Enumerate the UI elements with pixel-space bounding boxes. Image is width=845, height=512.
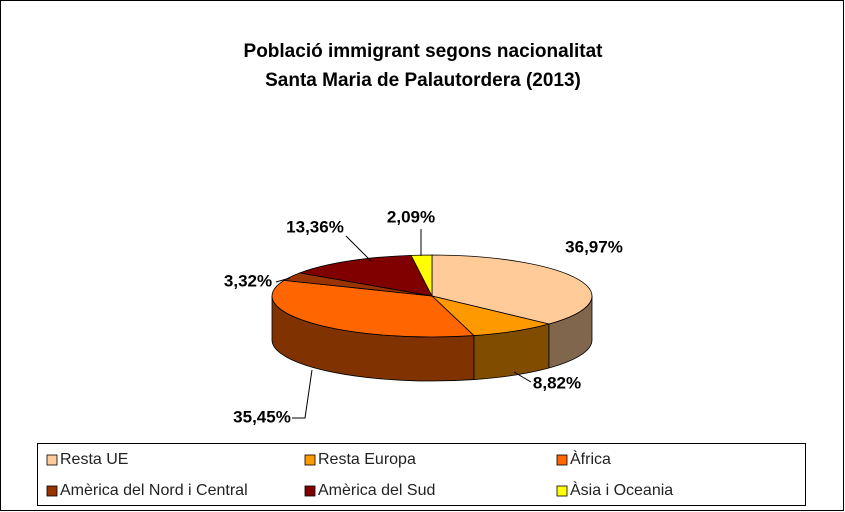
legend-swatch <box>304 454 316 466</box>
legend-label: Àsia i Oceania <box>570 480 673 499</box>
legend-label: Amèrica del Sud <box>318 482 435 499</box>
leader-line <box>513 371 532 383</box>
data-label: 36,97% <box>565 237 623 256</box>
legend-swatch <box>556 454 568 466</box>
legend-swatch <box>46 454 58 466</box>
data-label: 13,36% <box>286 217 344 236</box>
data-label: 35,45% <box>233 407 291 426</box>
legend-swatch <box>556 485 568 497</box>
legend-box <box>37 443 806 506</box>
legend-label: Àfrica <box>570 449 611 468</box>
data-label: 3,32% <box>224 271 272 290</box>
data-label: 2,09% <box>387 207 435 226</box>
leader-line <box>275 277 291 283</box>
pie-slice <box>298 254 433 297</box>
legend-swatch <box>304 485 316 497</box>
chart-title: Població immigrant segons nacionalitat <box>244 41 604 62</box>
chart-title: Santa Maria de Palautordera (2013) <box>265 70 581 91</box>
legend-swatch <box>46 485 58 497</box>
pie-slice <box>271 279 475 338</box>
data-label: 8,82% <box>533 373 581 392</box>
pie-slice <box>410 254 433 297</box>
legend-label: Amèrica del Nord i Central <box>60 482 248 499</box>
leader-line <box>345 235 373 263</box>
pie-slice <box>431 254 593 325</box>
pie-slice <box>430 295 549 336</box>
leader-line <box>292 369 313 419</box>
legend-label: Resta UE <box>60 451 128 468</box>
legend-label: Resta Europa <box>318 451 416 468</box>
